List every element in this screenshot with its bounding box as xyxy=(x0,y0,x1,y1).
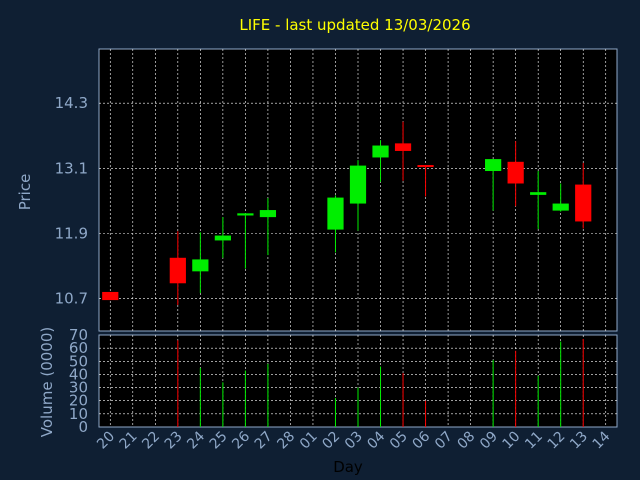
volume-y-tick-label: 20 xyxy=(69,392,88,410)
price-candles xyxy=(102,121,592,305)
candlestick xyxy=(214,217,231,258)
candle-body xyxy=(327,197,344,230)
candlestick xyxy=(417,165,434,197)
candle-body xyxy=(102,291,119,301)
price-y-tick-label: 11.9 xyxy=(55,224,88,242)
price-y-tick-label: 14.3 xyxy=(55,94,88,112)
candle-body xyxy=(214,235,231,241)
candlestick xyxy=(552,183,569,212)
candlestick xyxy=(394,121,412,181)
candlestick xyxy=(485,159,502,211)
volume-y-tick-label: 70 xyxy=(69,326,88,344)
candle-body xyxy=(575,184,592,222)
candle-body xyxy=(507,161,524,184)
volume-y-tick-label: 50 xyxy=(69,352,88,370)
candle-body xyxy=(237,213,254,216)
price-y-tick-label: 10.7 xyxy=(55,289,88,307)
candle-body xyxy=(259,210,277,218)
volume-y-tick-label: 0 xyxy=(78,418,88,436)
volume-y-tick-label: 40 xyxy=(69,365,88,383)
price-y-axis-label: Price xyxy=(16,174,34,211)
candlestick xyxy=(575,162,592,229)
candle-body xyxy=(485,159,502,172)
volume-bars xyxy=(177,338,584,427)
price-y-tick-label: 13.1 xyxy=(55,159,88,177)
candlestick xyxy=(327,195,344,253)
candlestick xyxy=(530,171,547,230)
candle-body xyxy=(552,203,569,211)
candlestick xyxy=(372,140,389,182)
x-axis-label: Day xyxy=(333,458,363,476)
candlestick xyxy=(237,213,254,269)
price-y-ticks: 10.7 11.9 13.1 14.3 xyxy=(55,94,88,307)
volume-y-tick-label: 10 xyxy=(69,405,88,423)
candle-body xyxy=(417,165,434,168)
candle-body xyxy=(394,143,412,151)
candle-body xyxy=(372,145,389,158)
candlestick xyxy=(259,198,277,256)
candlestick xyxy=(349,160,367,231)
candle-body xyxy=(349,165,367,204)
x-axis-ticks: 2021222324252627280102030405060708091011… xyxy=(94,428,613,452)
candlestick xyxy=(507,141,524,207)
candle-body xyxy=(530,192,547,195)
candlestick xyxy=(192,232,209,294)
candlestick xyxy=(169,231,186,305)
candlestick xyxy=(102,291,119,301)
candle-body xyxy=(169,257,186,284)
candle-body xyxy=(192,259,209,272)
chart-title: LIFE - last updated 13/03/2026 xyxy=(239,16,470,34)
volume-y-tick-label: 30 xyxy=(69,379,88,397)
volume-y-tick-label: 60 xyxy=(69,339,88,357)
volume-y-axis-label: Volume (0000) xyxy=(38,327,56,437)
